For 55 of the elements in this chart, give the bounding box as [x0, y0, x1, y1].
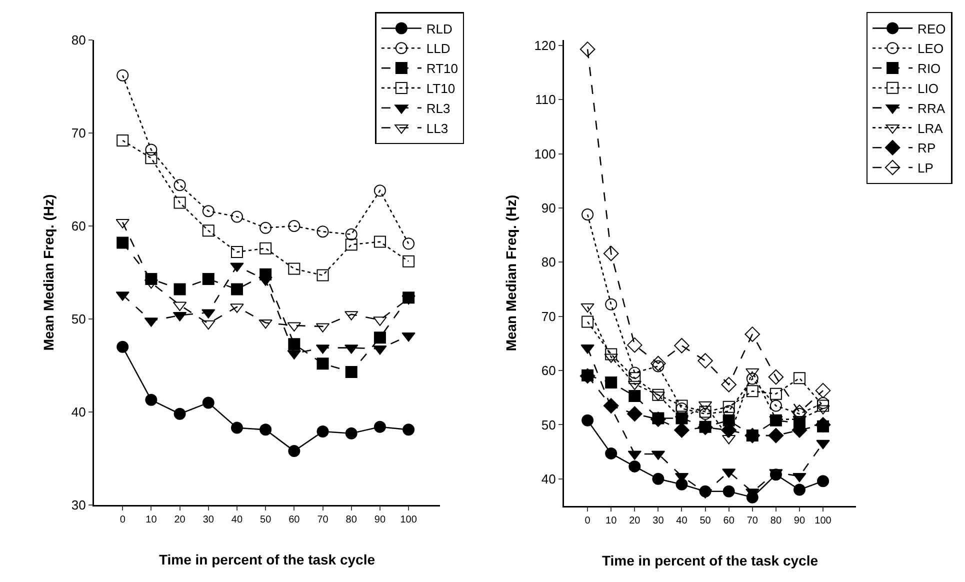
- x-tick-label: 100: [400, 514, 418, 526]
- x-tick-label: 10: [606, 516, 618, 526]
- x-tick-label: 20: [629, 516, 641, 526]
- y-tick-label: 70: [71, 126, 86, 141]
- y-tick-label: 100: [534, 146, 556, 162]
- x-tick-label: 90: [374, 514, 386, 526]
- legend-label: RIO: [918, 61, 941, 76]
- x-axis-title: Time in percent of the task cycle: [158, 552, 376, 568]
- x-tick-label: 30: [202, 514, 214, 526]
- x-tick-label: 100: [814, 516, 832, 526]
- y-axis-title: Mean Median Freq. (Hz): [40, 194, 56, 351]
- legend-label: LL3: [426, 120, 448, 136]
- legend-label: LIO: [918, 80, 939, 96]
- x-tick-label: 60: [288, 514, 300, 526]
- y-tick-label: 120: [534, 38, 556, 53]
- y-tick-label: 70: [541, 308, 556, 324]
- y-tick-label: 30: [71, 498, 86, 513]
- x-tick-label: 80: [770, 516, 782, 526]
- x-tick-label: 50: [700, 516, 712, 526]
- legend-label: LT10: [426, 81, 456, 96]
- legend-label: RP: [918, 140, 936, 156]
- legend-label: LEO: [918, 41, 944, 56]
- y-tick-label: 90: [541, 200, 556, 216]
- y-tick-label: 80: [71, 32, 86, 48]
- y-tick-label: 60: [71, 218, 86, 234]
- y-axis-title: Mean Median Freq. (Hz): [503, 194, 520, 352]
- x-tick-label: 70: [746, 516, 758, 526]
- y-tick-label: 40: [71, 404, 86, 420]
- x-tick-label: 10: [146, 514, 158, 526]
- legend-label: LP: [918, 160, 934, 176]
- legend-label: LRA: [918, 120, 944, 136]
- y-tick-label: 110: [535, 92, 556, 108]
- y-tick-label: 60: [541, 363, 556, 378]
- x-tick-label: 90: [794, 516, 806, 526]
- legend-label: RL3: [426, 100, 450, 116]
- legend-label: RLD: [426, 21, 452, 36]
- x-tick-label: 80: [346, 514, 358, 526]
- x-tick-label: 50: [260, 514, 272, 526]
- x-tick-label: 70: [317, 514, 329, 526]
- x-tick-label: 20: [174, 514, 186, 526]
- x-axis-title: Time in percent of the task cycle: [602, 552, 818, 569]
- x-tick-label: 30: [652, 516, 664, 526]
- x-tick-label: 60: [723, 516, 735, 526]
- y-tick-label: 40: [541, 471, 556, 486]
- legend-label: LLD: [426, 41, 450, 56]
- x-tick-label: 40: [231, 514, 243, 526]
- legend-label: REO: [918, 21, 946, 36]
- legend-label: RRA: [918, 100, 946, 116]
- y-tick-label: 50: [71, 312, 86, 327]
- legend-label: RT10: [426, 61, 458, 76]
- x-tick-label: 0: [584, 516, 591, 526]
- x-tick-label: 40: [676, 516, 688, 526]
- y-tick-label: 50: [541, 417, 556, 432]
- y-tick-label: 80: [541, 254, 556, 270]
- x-tick-label: 0: [120, 514, 126, 526]
